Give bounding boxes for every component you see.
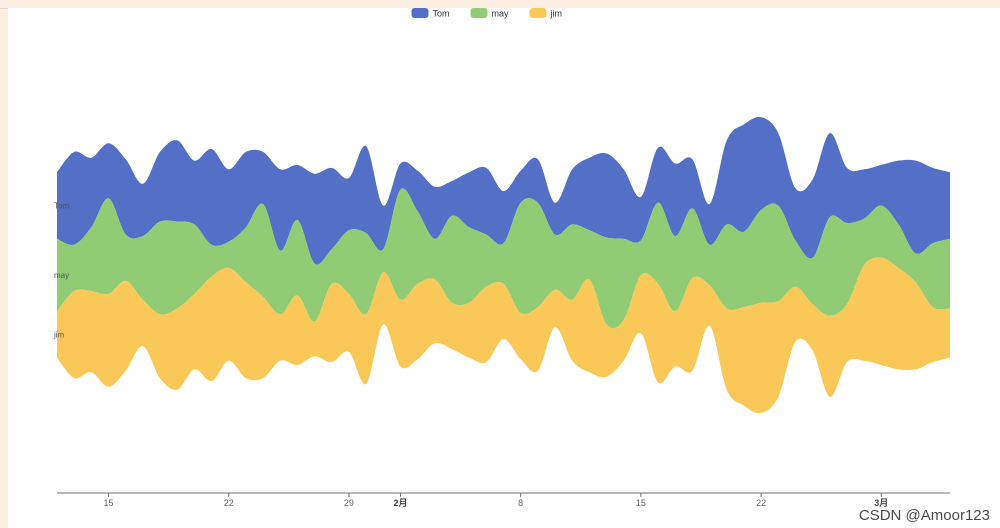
legend-swatch-jim xyxy=(529,8,547,18)
x-tick-label: 29 xyxy=(344,498,354,508)
watermark-text: CSDN @Amoor123 xyxy=(859,507,990,524)
x-tick-label: 22 xyxy=(756,498,766,508)
legend-item-jim[interactable]: jim xyxy=(529,8,563,19)
x-tick-label: 3月 xyxy=(874,498,888,508)
legend-label-tom: Tom xyxy=(433,9,450,19)
stream-may[interactable] xyxy=(57,188,950,329)
x-tick-label: 15 xyxy=(104,498,114,508)
stream-labels: Tom may jim xyxy=(53,202,69,340)
legend-swatch-tom xyxy=(411,8,429,18)
x-tick-label: 8 xyxy=(518,498,523,508)
x-tick-label: 15 xyxy=(636,498,646,508)
legend-swatch-may xyxy=(470,8,488,18)
stream-jim[interactable] xyxy=(57,257,950,414)
legend[interactable]: Tom may jim xyxy=(411,8,563,19)
x-axis: 15 22 29 2月 8 15 22 3月 xyxy=(57,492,950,508)
x-tick-label: 2月 xyxy=(393,498,407,508)
x-tick-label: 22 xyxy=(224,498,234,508)
stream-label-may: may xyxy=(54,271,69,280)
stream-label-jim: jim xyxy=(53,331,65,340)
stream-tom[interactable] xyxy=(57,116,950,265)
legend-item-may[interactable]: may xyxy=(470,8,510,19)
legend-label-may: may xyxy=(492,9,510,19)
legend-label-jim: jim xyxy=(550,9,563,19)
stream-label-tom: Tom xyxy=(54,202,69,211)
legend-item-tom[interactable]: Tom xyxy=(411,8,450,19)
streams xyxy=(57,116,950,414)
